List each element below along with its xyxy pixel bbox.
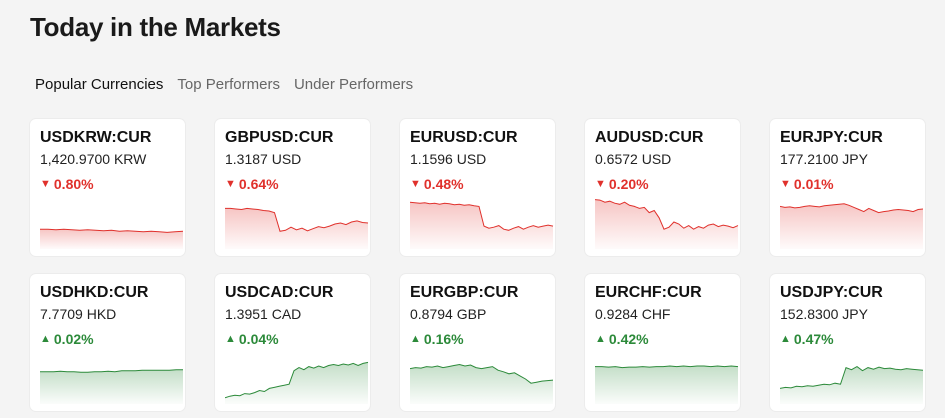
percent-change-value: 0.01% [793,176,834,192]
triangle-up-icon: ▲ [780,333,791,345]
currency-symbol: USDJPY:CUR [780,284,883,301]
triangle-up-icon: ▲ [410,333,421,345]
currency-price: 1.3187 USD [225,151,302,167]
currency-card-audusd[interactable]: AUDUSD:CUR 0.6572 USD ▼ 0.20% [585,119,740,256]
sparkline-line [595,365,739,369]
currency-card-usdkrw[interactable]: USDKRW:CUR 1,420.9700 KRW ▼ 0.80% [30,119,185,256]
percent-change-value: 0.47% [793,331,834,347]
currency-symbol: EURCHF:CUR [595,284,702,301]
sparkline-chart [780,203,924,249]
sparkline-chart [410,201,554,249]
percent-change-value: 0.64% [238,176,279,192]
currency-card-usdjpy[interactable]: USDJPY:CUR 152.8300 JPY ▲ 0.47% [770,274,925,411]
tab-popular-currencies[interactable]: Popular Currencies [35,76,164,93]
page-title: Today in the Markets [30,12,281,42]
currency-card-usdhkd[interactable]: USDHKD:CUR 7.7709 HKD ▲ 0.02% [30,274,185,411]
sparkline-line [780,366,924,389]
triangle-down-icon: ▼ [225,178,236,190]
currency-price: 152.8300 JPY [780,306,868,322]
sparkline-line [225,207,369,232]
triangle-down-icon: ▼ [780,178,791,190]
currency-card-usdcad[interactable]: USDCAD:CUR 1.3951 CAD ▲ 0.04% [215,274,370,411]
percent-change: ▼ 0.80% [40,176,94,192]
triangle-down-icon: ▼ [40,178,51,190]
percent-change-value: 0.04% [238,331,279,347]
sparkline-chart [595,365,739,404]
percent-change: ▼ 0.64% [225,176,279,192]
sparkline-chart [595,199,739,249]
sparkline-line [780,203,924,214]
currency-symbol: EURJPY:CUR [780,129,883,146]
currency-symbol: USDCAD:CUR [225,284,334,301]
percent-change-value: 0.42% [608,331,649,347]
triangle-up-icon: ▲ [40,333,51,345]
sparkline-line [40,228,184,233]
percent-change: ▲ 0.04% [225,331,279,347]
percent-change-value: 0.20% [608,176,649,192]
percent-change: ▲ 0.16% [410,331,464,347]
sparkline-line [595,199,739,230]
sparkline-chart [40,228,184,249]
sparkline-area [225,362,368,404]
sparkline-area [780,366,923,404]
sparkline-chart [225,207,369,249]
percent-change: ▲ 0.02% [40,331,94,347]
currency-card-eurgbp[interactable]: EURGBP:CUR 0.8794 GBP ▲ 0.16% [400,274,555,411]
currency-price: 1.3951 CAD [225,306,302,322]
triangle-up-icon: ▲ [225,333,236,345]
percent-change: ▼ 0.01% [780,176,834,192]
currency-price: 0.8794 GBP [410,306,487,322]
sparkline-chart [40,369,183,404]
triangle-down-icon: ▼ [410,178,421,190]
percent-change-value: 0.48% [423,176,464,192]
percent-change-value: 0.02% [53,331,94,347]
sparkline-area [40,369,183,404]
market-tabs: Popular Currencies Top Performers Under … [35,76,413,93]
currency-price: 177.2100 JPY [780,151,868,167]
currency-price: 1.1596 USD [410,151,487,167]
currency-symbol: USDHKD:CUR [40,284,149,301]
currency-card-eurjpy[interactable]: EURJPY:CUR 177.2100 JPY ▼ 0.01% [770,119,925,256]
sparkline-chart [225,361,369,404]
sparkline-area [595,199,738,249]
sparkline-area [410,364,553,404]
currency-price: 7.7709 HKD [40,306,117,322]
percent-change: ▼ 0.20% [595,176,649,192]
currency-card-gbpusd[interactable]: GBPUSD:CUR 1.3187 USD ▼ 0.64% [215,119,370,256]
currency-symbol: EURGBP:CUR [410,284,519,301]
triangle-down-icon: ▼ [595,178,606,190]
currency-price: 0.6572 USD [595,151,672,167]
sparkline-area [410,202,553,249]
sparkline-area [780,203,923,249]
sparkline-line [410,363,554,384]
tab-top-performers[interactable]: Top Performers [177,76,280,93]
sparkline-area [595,366,738,404]
sparkline-line [225,361,369,399]
currency-card-eurchf[interactable]: EURCHF:CUR 0.9284 CHF ▲ 0.42% [585,274,740,411]
currency-symbol: AUDUSD:CUR [595,129,704,146]
percent-change: ▼ 0.48% [410,176,464,192]
currency-price: 1,420.9700 KRW [40,151,147,167]
sparkline-chart [410,363,554,404]
triangle-up-icon: ▲ [595,333,606,345]
percent-change-value: 0.16% [423,331,464,347]
sparkline-area [225,208,368,249]
percent-change: ▲ 0.42% [595,331,649,347]
currency-symbol: EURUSD:CUR [410,129,518,146]
percent-change: ▲ 0.47% [780,331,834,347]
sparkline-chart [780,366,924,404]
currency-card-eurusd[interactable]: EURUSD:CUR 1.1596 USD ▼ 0.48% [400,119,555,256]
sparkline-line [410,201,554,231]
sparkline-area [40,229,183,249]
tab-under-performers[interactable]: Under Performers [293,76,414,93]
sparkline-line [40,369,183,373]
currency-symbol: GBPUSD:CUR [225,129,334,146]
currency-symbol: USDKRW:CUR [40,129,152,146]
currency-price: 0.9284 CHF [595,306,671,322]
percent-change-value: 0.80% [53,176,94,192]
